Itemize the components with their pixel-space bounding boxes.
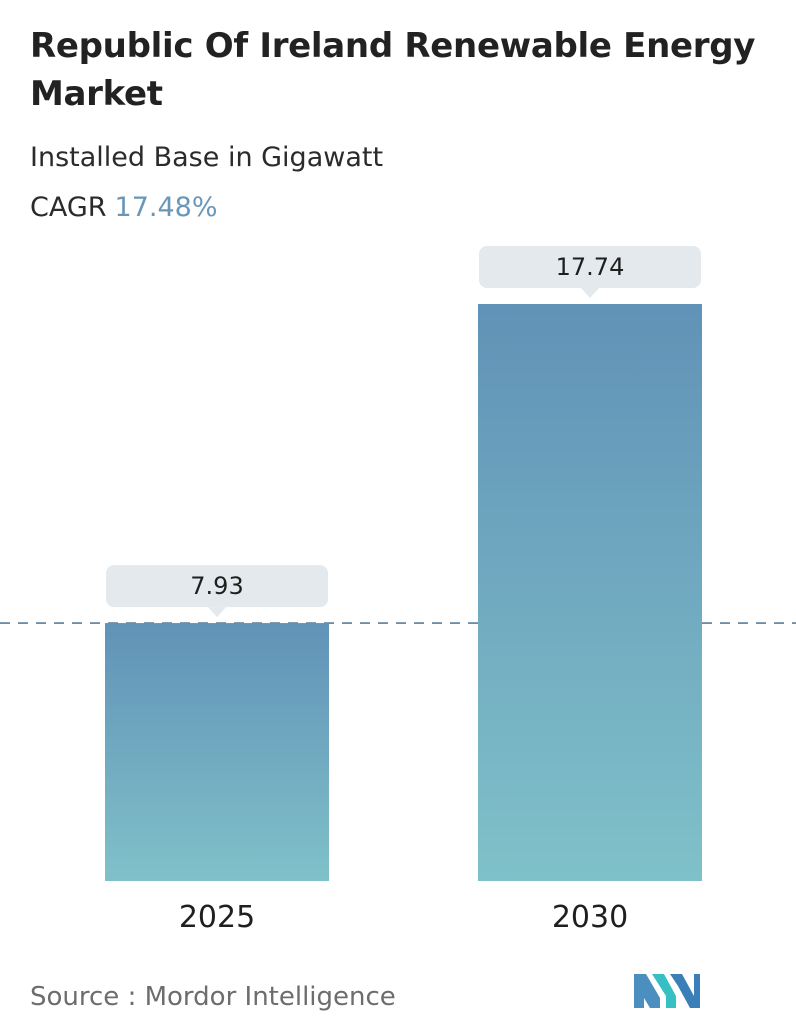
x-tick-label: 2025 [179, 900, 255, 935]
chart-subtitle: Installed Base in Gigawatt [30, 142, 384, 173]
value-callout-box [106, 565, 328, 608]
source-text: Source : Mordor Intelligence [30, 982, 396, 1012]
value-callout-pointer [581, 288, 599, 298]
cagr-value: 17.48% [114, 192, 218, 223]
value-callout-box [479, 246, 701, 288]
bar-chart: 7.93 2025 17.74 2030 [0, 246, 796, 935]
cagr-line: CAGR 17.48% [30, 190, 217, 226]
cagr-label: CAGR [30, 192, 107, 223]
value-label: 17.74 [556, 253, 625, 281]
mordor-intelligence-logo-icon [634, 974, 700, 1008]
chart-title: Republic Of Ireland Renewable Energy Mar… [30, 26, 756, 114]
value-callout-2030: 17.74 [479, 246, 701, 298]
value-callout-pointer [208, 607, 226, 618]
x-tick-label: 2030 [552, 900, 628, 935]
value-label: 7.93 [190, 572, 243, 600]
value-callout-2025: 7.93 [106, 565, 328, 618]
bar-2030 [478, 304, 702, 881]
bar-2025 [105, 623, 329, 881]
